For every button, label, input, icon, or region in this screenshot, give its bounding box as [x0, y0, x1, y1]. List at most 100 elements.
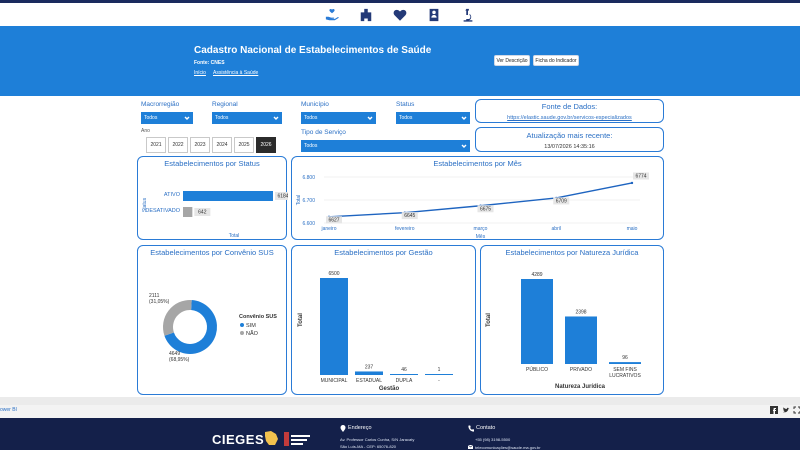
year-button-2021[interactable]: 2021	[146, 137, 166, 153]
state-map-icon	[265, 431, 278, 445]
sus-chart-panel: Estabelecimentos por Convênio SUS 4649 (6…	[137, 245, 287, 395]
month-value-bg	[553, 197, 570, 205]
natureza-bar	[521, 279, 553, 364]
year-button-2023[interactable]: 2023	[190, 137, 210, 153]
regional-select[interactable]: Todos	[212, 112, 282, 124]
sus-slice	[164, 300, 217, 354]
month-point	[630, 181, 634, 185]
status-select[interactable]: Todos	[396, 112, 470, 124]
municipio-label: Município	[301, 101, 329, 108]
chevron-down-icon	[273, 116, 279, 120]
month-value-label: 6774	[635, 173, 646, 179]
breadcrumb-assistencia[interactable]: Assistência à Saúde	[213, 70, 259, 76]
status-category-label: DESATIVADO	[145, 208, 180, 214]
twitter-icon[interactable]	[782, 406, 790, 414]
sus-slice-label: (68,95%)	[169, 357, 190, 363]
contato-email[interactable]: telecomunicações@saude.ma.gov.br	[475, 445, 541, 450]
sus-legend-label: SIM	[246, 323, 256, 329]
sus-legend-label: NÃO	[246, 330, 259, 337]
month-value-bg	[401, 212, 418, 220]
status-value-label: 642	[198, 210, 207, 216]
hand-holding-heart-icon[interactable]	[323, 6, 341, 24]
status-label: Status	[396, 101, 415, 108]
fonte-dados-title: Fonte de Dados:	[541, 102, 598, 111]
top-nav	[0, 0, 800, 26]
status-value-label: 6184	[277, 194, 288, 200]
natureza-x-axis-label: Natureza Jurídica	[555, 384, 606, 390]
macroregiao-select[interactable]: Todos	[141, 112, 193, 124]
endereco-line2: São Luís-MA - CEP: 65076-820	[340, 444, 397, 449]
microscope-icon[interactable]	[459, 6, 477, 24]
atualizacao-title: Atualização mais recente:	[526, 131, 613, 140]
endereco-line1: Av. Professor Carlos Cunha, S/N Jaracaty	[340, 437, 415, 442]
page-title: Cadastro Nacional de Estabelecimentos de…	[194, 45, 432, 56]
month-x-tick: abril	[552, 226, 561, 232]
fonte-dados-link[interactable]: https://elastic.saude.gov.br/servicos-es…	[507, 115, 632, 121]
chevron-down-icon	[461, 116, 467, 120]
natureza-y-axis-label: Total	[486, 313, 492, 327]
natureza-value-label: 4289	[531, 272, 542, 278]
tipo-servico-select[interactable]: Todos	[301, 140, 470, 152]
month-value-bg	[477, 205, 494, 213]
natureza-chart-panel: Estabelecimentos por Natureza Jurídica T…	[480, 245, 664, 395]
macroregiao-value: Todos	[144, 115, 158, 121]
status-bar	[183, 207, 193, 217]
facebook-icon[interactable]	[770, 406, 778, 414]
gestao-value-label: 46	[401, 367, 407, 373]
gestao-y-axis-label: Total	[298, 313, 304, 327]
gestao-bar	[355, 371, 383, 375]
year-button-2025[interactable]: 2025	[234, 137, 254, 153]
gestao-bar	[390, 374, 418, 375]
email-icon	[468, 445, 473, 449]
month-y-tick: 6.800	[302, 175, 315, 181]
municipio-select[interactable]: Todos	[301, 112, 376, 124]
gestao-chart-title: Estabelecimentos por Gestão	[334, 248, 433, 257]
sus-slice-label: (31,05%)	[149, 299, 170, 305]
status-chart-panel: Estabelecimentos por Status Status ATIVO 6…	[137, 156, 288, 240]
month-y-axis-label: Total	[296, 195, 302, 206]
month-value-bg	[326, 216, 342, 224]
natureza-value-label: 2398	[575, 309, 586, 315]
source-text: Fonte: CNES	[194, 60, 225, 66]
powerbi-link[interactable]: ower BI	[0, 407, 17, 413]
sus-legend-marker	[240, 323, 244, 327]
endereco-title: Endereço	[348, 425, 372, 431]
natureza-category-label: SEM FINS	[613, 367, 637, 373]
breadcrumb-inicio[interactable]: Início	[194, 70, 206, 76]
month-x-tick: março	[474, 226, 488, 232]
sus-chart: 4649(68,95%) 2111(31,05%) Convênio SUS SIMN…	[149, 293, 277, 363]
month-y-tick: 6.600	[302, 221, 315, 227]
building-icon[interactable]	[357, 6, 375, 24]
status-y-axis-label: Status	[142, 197, 148, 212]
year-button-2022[interactable]: 2022	[168, 137, 188, 153]
sus-legend-title: Convênio SUS	[239, 314, 277, 320]
year-button-2024[interactable]: 2024	[212, 137, 232, 153]
year-button-2026[interactable]: 2026	[256, 137, 276, 153]
month-y-tick: 6.700	[302, 198, 315, 204]
ficha-indicador-button[interactable]: Ficha do Indicador	[533, 55, 579, 66]
macroregiao-label: Macrorregião	[141, 101, 180, 108]
natureza-bar	[565, 316, 597, 364]
status-value-bg	[275, 192, 288, 200]
month-x-tick: fevereiro	[395, 226, 415, 232]
ver-descricao-button[interactable]: Ver Descrição	[494, 55, 530, 66]
contato-title: Contato	[476, 425, 496, 431]
heart-icon[interactable]	[391, 6, 409, 24]
id-card-icon[interactable]	[425, 6, 443, 24]
gestao-value-label: 237	[365, 364, 374, 370]
municipio-value: Todos	[304, 115, 318, 121]
month-value-label: 6645	[404, 213, 415, 219]
month-value-label: 6675	[480, 206, 491, 212]
status-value: Todos	[399, 115, 413, 121]
status-chart: Status ATIVO 6184 DESATIVADO 642 Total	[142, 191, 288, 239]
cieges-logo: CIEGES	[212, 432, 265, 447]
natureza-value-label: 96	[622, 355, 628, 361]
status-chart-title: Estabelecimentos por Status	[164, 159, 260, 168]
sus-chart-title: Estabelecimentos por Convênio SUS	[150, 248, 274, 257]
month-chart-title: Estabelecimentos por Mês	[433, 159, 522, 168]
government-seal-icon	[284, 432, 310, 446]
gestao-category-label: -	[438, 378, 440, 384]
fullscreen-icon[interactable]	[793, 406, 800, 414]
gestao-bar	[425, 374, 453, 375]
